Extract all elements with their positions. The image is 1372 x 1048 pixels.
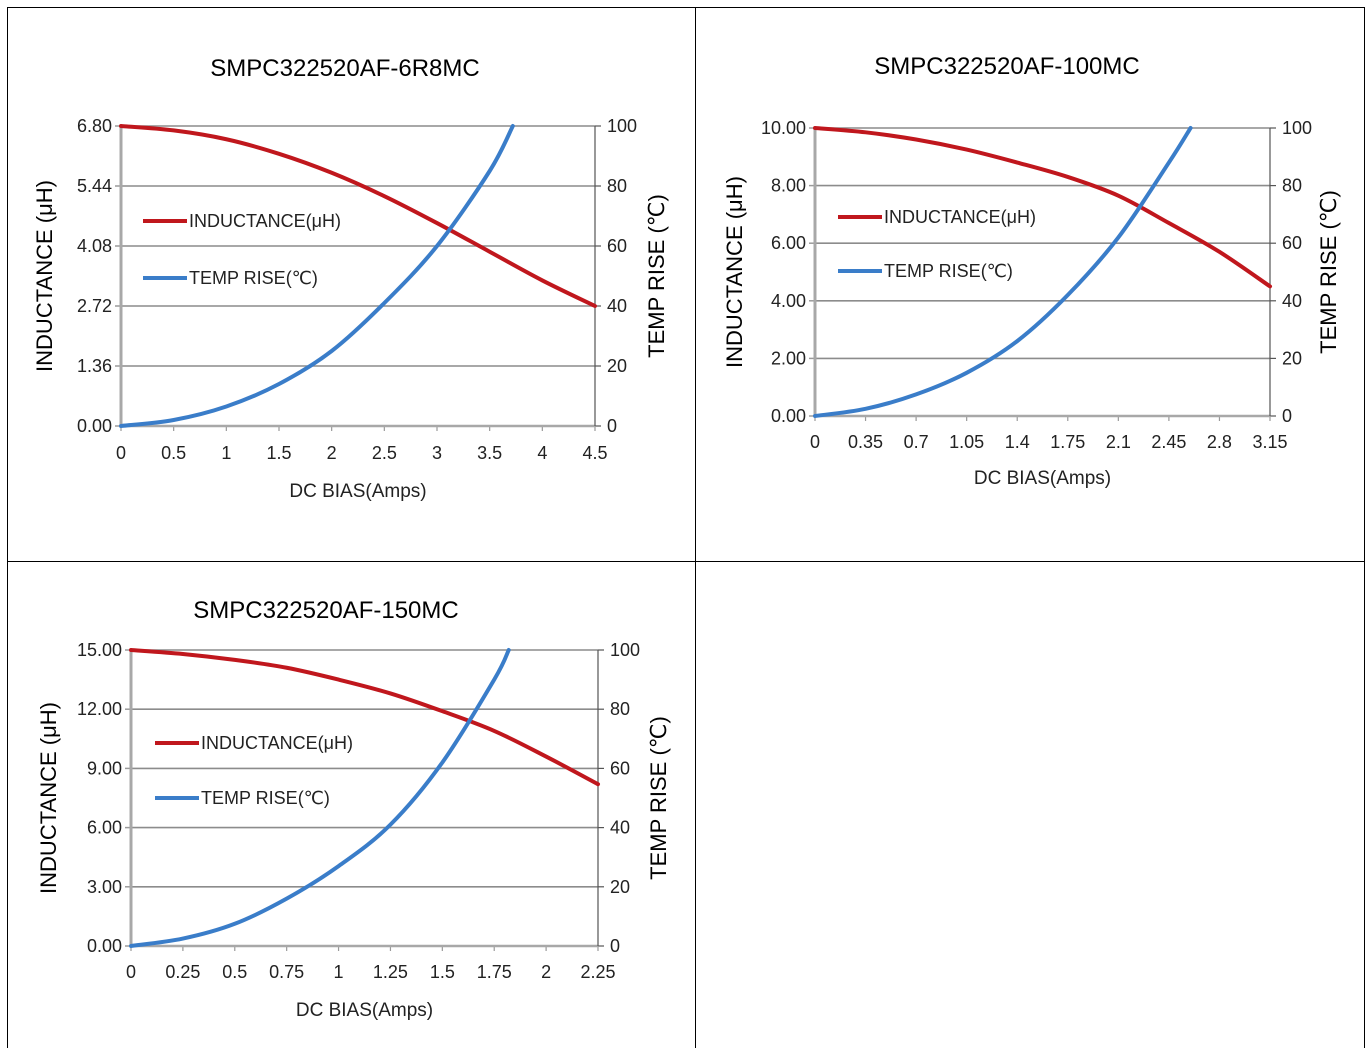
x-tick-label: 1.5 — [266, 443, 291, 463]
x-tick-label: 3 — [432, 443, 442, 463]
temp-rise-line — [129, 648, 511, 948]
x-tick-label: 4 — [537, 443, 547, 463]
x-tick-label: 1 — [334, 962, 344, 982]
y2-tick-label: 20 — [1282, 348, 1302, 368]
y2-tick-label: 40 — [610, 818, 630, 838]
x-tick-label: 1.25 — [373, 962, 408, 982]
chart-title: SMPC322520AF-6R8MC — [210, 55, 479, 82]
y2-tick-label: 60 — [607, 236, 627, 256]
inductance-line — [813, 126, 1272, 289]
y-tick-label: 9.00 — [87, 758, 122, 778]
x-tick-label: 0.5 — [161, 443, 186, 463]
x-axis-title: DC BIAS(Amps) — [974, 468, 1111, 489]
y-tick-label: 10.00 — [761, 118, 806, 138]
x-tick-label: 1.05 — [949, 432, 984, 452]
y2-tick-label: 0 — [607, 416, 617, 436]
y-tick-label: 1.36 — [77, 356, 112, 376]
y-tick-label: 2.00 — [771, 348, 806, 368]
x-tick-label: 3.15 — [1252, 432, 1287, 452]
y2-tick-label: 80 — [1282, 176, 1302, 196]
temp-rise-line — [119, 124, 515, 428]
legend-label: INDUCTANCE(μH) — [189, 211, 341, 231]
x-tick-label: 0 — [810, 432, 820, 452]
y2-tick-label: 40 — [1282, 291, 1302, 311]
y-tick-label: 15.00 — [77, 640, 122, 660]
y-tick-label: 6.00 — [771, 233, 806, 253]
inductance-line — [119, 124, 597, 308]
y2-tick-label: 0 — [610, 936, 620, 956]
y2-tick-label: 60 — [610, 758, 630, 778]
x-tick-label: 1.5 — [430, 962, 455, 982]
y-tick-label: 8.00 — [771, 176, 806, 196]
y2-tick-label: 100 — [607, 116, 637, 136]
x-tick-label: 1.4 — [1005, 432, 1030, 452]
x-tick-label: 0.75 — [269, 962, 304, 982]
y-axis-title: INDUCTANCE (μH) — [722, 176, 747, 368]
y2-tick-label: 20 — [610, 877, 630, 897]
x-tick-label: 1.75 — [1050, 432, 1085, 452]
y2-axis-title: TEMP RISE (℃) — [646, 716, 671, 880]
temp-rise-line — [813, 126, 1193, 418]
y-tick-label: 0.00 — [87, 936, 122, 956]
y2-tick-label: 80 — [610, 699, 630, 719]
y2-tick-label: 60 — [1282, 233, 1302, 253]
legend-label: INDUCTANCE(μH) — [884, 207, 1036, 227]
x-tick-label: 1.75 — [477, 962, 512, 982]
x-tick-label: 2.8 — [1207, 432, 1232, 452]
y2-tick-label: 80 — [607, 176, 627, 196]
legend-label: TEMP RISE(℃) — [201, 788, 330, 808]
x-tick-label: 2 — [327, 443, 337, 463]
x-axis-title: DC BIAS(Amps) — [289, 481, 426, 502]
y-tick-label: 4.08 — [77, 236, 112, 256]
x-tick-label: 2 — [541, 962, 551, 982]
x-tick-label: 0.25 — [165, 962, 200, 982]
x-tick-label: 0.5 — [222, 962, 247, 982]
y-axis-title: INDUCTANCE (μH) — [32, 180, 57, 372]
x-tick-label: 3.5 — [477, 443, 502, 463]
y-tick-label: 0.00 — [77, 416, 112, 436]
x-tick-label: 0 — [116, 443, 126, 463]
y2-tick-label: 40 — [607, 296, 627, 316]
empty-cell — [695, 561, 1365, 1048]
y2-tick-label: 100 — [1282, 118, 1312, 138]
y-tick-label: 5.44 — [77, 176, 112, 196]
y-tick-label: 3.00 — [87, 877, 122, 897]
x-tick-label: 4.5 — [582, 443, 607, 463]
legend-label: TEMP RISE(℃) — [884, 261, 1013, 281]
x-tick-label: 0.7 — [904, 432, 929, 452]
x-tick-label: 2.5 — [372, 443, 397, 463]
y-tick-label: 0.00 — [771, 406, 806, 426]
x-tick-label: 2.45 — [1151, 432, 1186, 452]
y-tick-label: 6.00 — [87, 818, 122, 838]
x-tick-label: 0.35 — [848, 432, 883, 452]
x-axis-title: DC BIAS(Amps) — [296, 1000, 433, 1021]
y-tick-label: 2.72 — [77, 296, 112, 316]
x-tick-label: 1 — [221, 443, 231, 463]
y2-tick-label: 0 — [1282, 406, 1292, 426]
y-tick-label: 12.00 — [77, 699, 122, 719]
legend-label: TEMP RISE(℃) — [189, 268, 318, 288]
x-tick-label: 0 — [126, 962, 136, 982]
chart-title: SMPC322520AF-100MC — [874, 53, 1139, 80]
chart-title: SMPC322520AF-150MC — [193, 597, 458, 624]
y-axis-title: INDUCTANCE (μH) — [36, 702, 61, 894]
y2-axis-title: TEMP RISE (℃) — [644, 194, 669, 358]
x-tick-label: 2.1 — [1106, 432, 1131, 452]
legend-label: INDUCTANCE(μH) — [201, 733, 353, 753]
y-tick-label: 6.80 — [77, 116, 112, 136]
inductance-line — [129, 648, 600, 787]
y2-tick-label: 100 — [610, 640, 640, 660]
y2-axis-title: TEMP RISE (℃) — [1316, 190, 1341, 354]
y2-tick-label: 20 — [607, 356, 627, 376]
y-tick-label: 4.00 — [771, 291, 806, 311]
x-tick-label: 2.25 — [580, 962, 615, 982]
